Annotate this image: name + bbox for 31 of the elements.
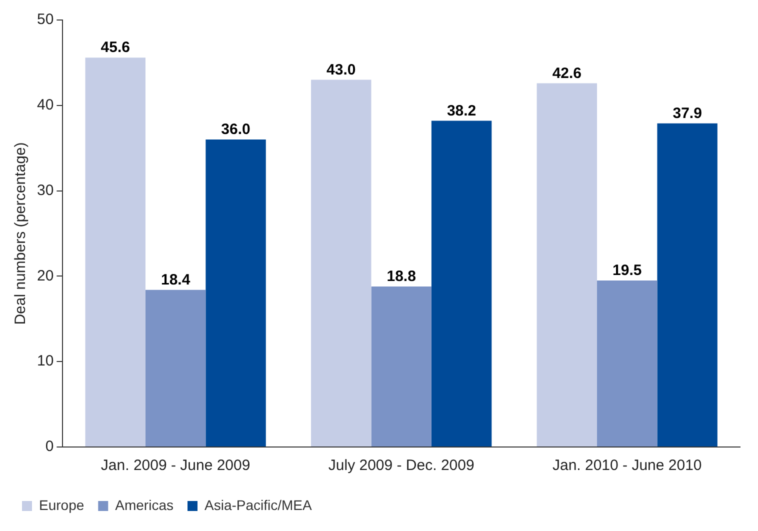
data-label: 38.2 [446, 102, 476, 120]
data-label: 45.6 [100, 39, 130, 56]
y-tick-label: 0 [45, 438, 54, 456]
data-label: 43.0 [326, 61, 356, 78]
y-tick-label: 40 [36, 96, 54, 114]
bar [145, 290, 206, 446]
data-label: 18.4 [160, 272, 191, 289]
bar [371, 286, 432, 446]
y-tick-label: 10 [36, 352, 54, 370]
data-label: 19.5 [612, 262, 642, 280]
bar [657, 123, 718, 446]
bar [206, 140, 266, 446]
data-label: 18.8 [386, 268, 416, 286]
x-tick-label: Jan. 2010 - June 2010 [552, 457, 702, 474]
bar [85, 58, 146, 446]
y-tick-label: 50 [36, 11, 54, 28]
y-axis-title: Deal numbers (percentage) [12, 142, 30, 325]
legend-label: Europe [39, 496, 84, 513]
bar [311, 80, 372, 446]
bar [431, 120, 492, 446]
bar [536, 83, 598, 446]
data-label: 42.6 [552, 64, 582, 82]
legend-label: Americas [115, 496, 174, 513]
y-tick-label: 30 [36, 182, 54, 199]
data-label: 36.0 [221, 121, 250, 138]
x-tick-label: July 2009 - Dec. 2009 [328, 457, 474, 474]
legend-label: Asia-Pacific/MEA [204, 496, 313, 513]
x-tick-label: Jan. 2009 - June 2009 [100, 457, 250, 474]
data-label: 37.9 [672, 104, 702, 122]
y-tick-label: 20 [36, 267, 54, 284]
bar [597, 280, 658, 446]
